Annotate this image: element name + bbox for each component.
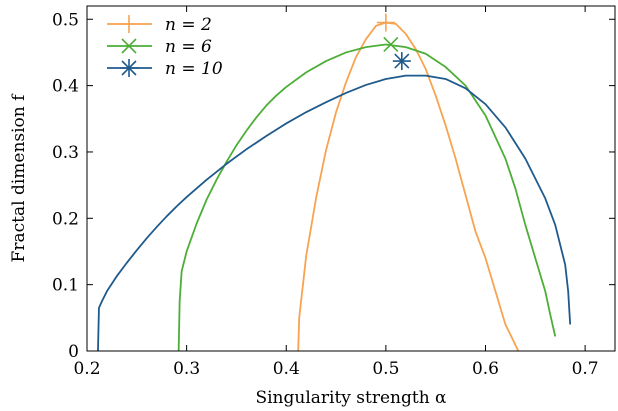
plot-frame (86, 5, 616, 352)
x-tick-label: 0.3 (173, 359, 200, 379)
x-tick-label: 0.2 (73, 359, 100, 379)
series-layer (97, 13, 572, 351)
legend: n = 2n = 6n = 10 (107, 15, 223, 79)
legend-marker-1 (120, 15, 138, 33)
legend-label-1: n = 2 (165, 15, 212, 35)
x-tick-label: 0.5 (372, 359, 399, 379)
legend-marker-3 (120, 59, 138, 77)
x-tick-label: 0.7 (572, 359, 599, 379)
y-tick-label: 0.4 (52, 77, 79, 97)
series-marker-3 (392, 52, 411, 71)
y-tick-label: 0.5 (52, 10, 79, 30)
y-tick-label: 0.3 (52, 143, 79, 163)
legend-label-3: n = 10 (165, 59, 223, 79)
legend-marker-2 (121, 38, 137, 54)
y-tick-label: 0.1 (52, 276, 79, 296)
legend-label-2: n = 6 (165, 37, 212, 57)
x-tick-label: 0.4 (273, 359, 300, 379)
series-marker-1 (376, 13, 395, 32)
series-line-1 (297, 21, 520, 351)
series-line-3 (97, 74, 572, 351)
series-line-2 (177, 43, 557, 351)
ticks-layer: 0.2 0.3 0.4 0.5 0.6 0.7 0 0.1 0.2 0.3 0.4 0.5 (52, 6, 615, 379)
y-axis-title: Fractal dimension f (9, 93, 29, 263)
y-tick-label: 0.2 (52, 209, 79, 229)
y-tick-label: 0 (68, 342, 79, 362)
x-axis-title: Singularity strength α (255, 388, 447, 408)
series-marker-2 (383, 36, 399, 53)
x-tick-label: 0.6 (472, 359, 499, 379)
